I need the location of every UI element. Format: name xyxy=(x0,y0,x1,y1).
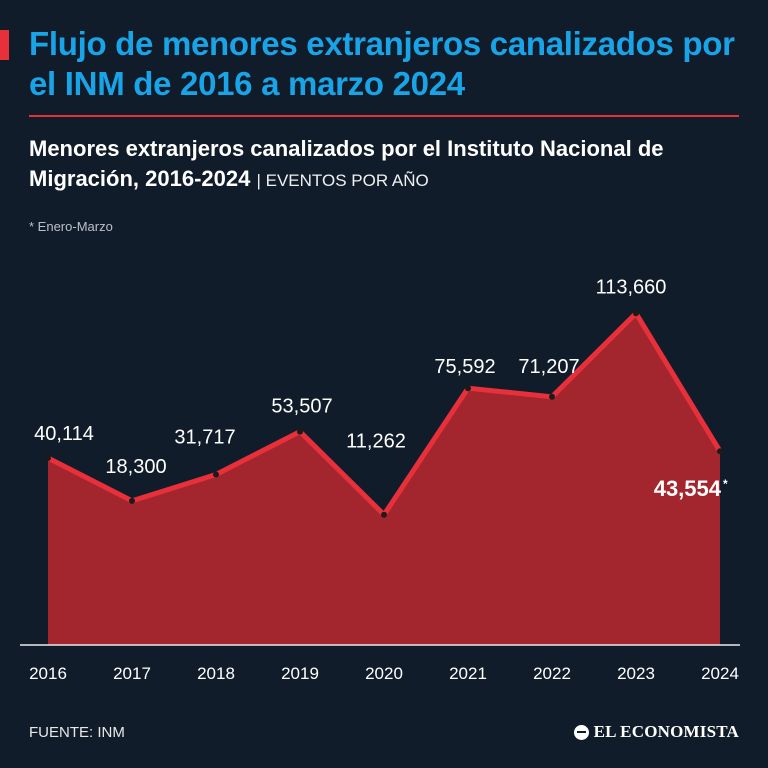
brand-name: EL ECONOMISTA xyxy=(593,722,739,741)
data-point-2016 xyxy=(45,455,51,461)
x-tick-label-2021: 2021 xyxy=(449,664,487,683)
data-point-2024 xyxy=(717,448,723,455)
unit-label: | EVENTOS POR AÑO xyxy=(256,171,429,190)
chart-subtitle-text: Menores extranjeros canalizados por el I… xyxy=(29,136,664,191)
x-tick-label-2018: 2018 xyxy=(197,664,235,683)
value-label-2017: 18,300 xyxy=(105,456,166,478)
data-point-2022 xyxy=(549,393,555,400)
data-point-2020 xyxy=(381,511,387,518)
page-title: Flujo de menores extranjeros canalizados… xyxy=(29,25,735,102)
area-fill xyxy=(48,313,720,645)
x-tick-label-2022: 2022 xyxy=(533,664,571,683)
x-tick-label-2019: 2019 xyxy=(281,664,319,683)
title-divider xyxy=(29,115,739,117)
x-tick-label-2016: 2016 xyxy=(29,664,67,683)
data-point-2019 xyxy=(297,428,303,435)
value-label-2016: 40,114 xyxy=(34,423,94,445)
value-label-2019: 53,507 xyxy=(271,396,332,418)
value-label-2020: 11,262 xyxy=(346,431,406,453)
chart-subtitle: Menores extranjeros canalizados por el I… xyxy=(29,134,759,196)
source-label: FUENTE: INM xyxy=(29,724,125,741)
data-point-2021 xyxy=(465,385,471,392)
data-point-2018 xyxy=(213,471,219,478)
data-point-2023 xyxy=(633,310,639,317)
footnote: * Enero-Marzo xyxy=(29,219,113,234)
value-label-2024: 43,554 xyxy=(654,476,722,501)
x-tick-label-2024: 2024 xyxy=(701,664,739,683)
title-accent-bar xyxy=(0,30,9,60)
value-label-2023: 113,660 xyxy=(596,276,667,298)
x-tick-label-2020: 2020 xyxy=(365,664,403,683)
value-label-2022: 71,207 xyxy=(518,356,579,378)
brand-icon xyxy=(573,724,589,740)
value-label-marker: * xyxy=(723,477,728,491)
brand-logo: EL ECONOMISTA xyxy=(573,722,739,742)
x-tick-label-2023: 2023 xyxy=(617,664,655,683)
value-label-2018: 31,717 xyxy=(174,427,235,449)
data-point-2017 xyxy=(129,497,135,504)
x-tick-label-2017: 2017 xyxy=(113,664,151,683)
value-label-2021: 75,592 xyxy=(434,356,495,378)
